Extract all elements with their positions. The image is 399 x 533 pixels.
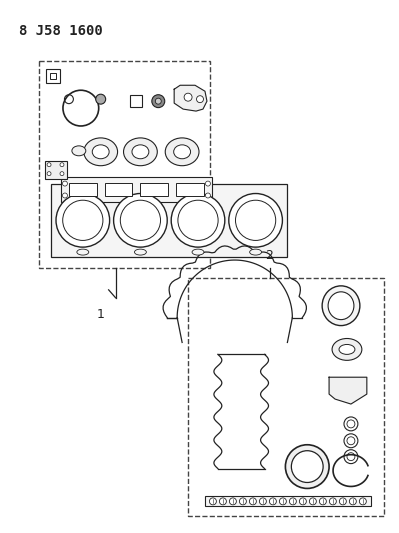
Ellipse shape	[174, 145, 191, 159]
Ellipse shape	[184, 93, 192, 101]
Ellipse shape	[165, 138, 199, 166]
Bar	[69, 183, 97, 197]
Ellipse shape	[205, 193, 210, 198]
Ellipse shape	[92, 145, 109, 159]
Ellipse shape	[60, 172, 64, 176]
Ellipse shape	[322, 286, 360, 326]
Ellipse shape	[120, 200, 160, 240]
Bar	[188, 278, 384, 516]
Bar	[61, 176, 212, 203]
Ellipse shape	[309, 498, 316, 505]
Polygon shape	[329, 377, 367, 404]
Ellipse shape	[330, 498, 336, 505]
Ellipse shape	[209, 498, 216, 505]
Ellipse shape	[289, 498, 296, 505]
Ellipse shape	[63, 181, 67, 186]
Ellipse shape	[339, 344, 355, 354]
Text: 2: 2	[266, 249, 273, 262]
Ellipse shape	[47, 163, 51, 167]
Ellipse shape	[299, 498, 306, 505]
Bar	[176, 183, 204, 197]
Ellipse shape	[56, 193, 110, 247]
Ellipse shape	[60, 163, 64, 167]
Bar	[105, 183, 132, 197]
Ellipse shape	[219, 498, 226, 505]
Ellipse shape	[359, 498, 366, 505]
Ellipse shape	[319, 498, 326, 505]
Text: 8 J58 1600: 8 J58 1600	[19, 23, 103, 38]
Ellipse shape	[192, 249, 204, 255]
Ellipse shape	[239, 498, 246, 505]
Bar	[50, 74, 56, 79]
Ellipse shape	[197, 96, 203, 103]
Ellipse shape	[340, 498, 346, 505]
Ellipse shape	[250, 249, 262, 255]
Ellipse shape	[77, 249, 89, 255]
Ellipse shape	[259, 498, 267, 505]
Ellipse shape	[249, 498, 257, 505]
Ellipse shape	[134, 249, 146, 255]
Ellipse shape	[229, 498, 236, 505]
Ellipse shape	[84, 138, 118, 166]
Bar	[51, 183, 287, 257]
Ellipse shape	[285, 445, 329, 488]
Ellipse shape	[124, 138, 157, 166]
Ellipse shape	[96, 94, 106, 104]
Bar	[39, 61, 210, 268]
Ellipse shape	[155, 98, 161, 104]
Text: 1: 1	[97, 308, 105, 321]
Ellipse shape	[205, 181, 210, 186]
Polygon shape	[174, 85, 207, 111]
Ellipse shape	[63, 200, 103, 240]
Ellipse shape	[152, 95, 165, 108]
Bar	[205, 496, 371, 506]
Bar	[140, 183, 168, 197]
Ellipse shape	[114, 193, 167, 247]
Ellipse shape	[72, 146, 86, 156]
Ellipse shape	[171, 193, 225, 247]
Bar	[45, 161, 67, 179]
Ellipse shape	[132, 145, 149, 159]
Ellipse shape	[63, 193, 67, 198]
Ellipse shape	[178, 200, 218, 240]
Ellipse shape	[229, 193, 282, 247]
Bar	[130, 95, 142, 107]
Ellipse shape	[269, 498, 277, 505]
Ellipse shape	[332, 338, 362, 360]
Ellipse shape	[235, 200, 276, 240]
Ellipse shape	[291, 451, 323, 482]
Ellipse shape	[350, 498, 356, 505]
Ellipse shape	[47, 172, 51, 176]
Ellipse shape	[328, 292, 354, 320]
Bar	[46, 69, 60, 83]
Ellipse shape	[279, 498, 286, 505]
